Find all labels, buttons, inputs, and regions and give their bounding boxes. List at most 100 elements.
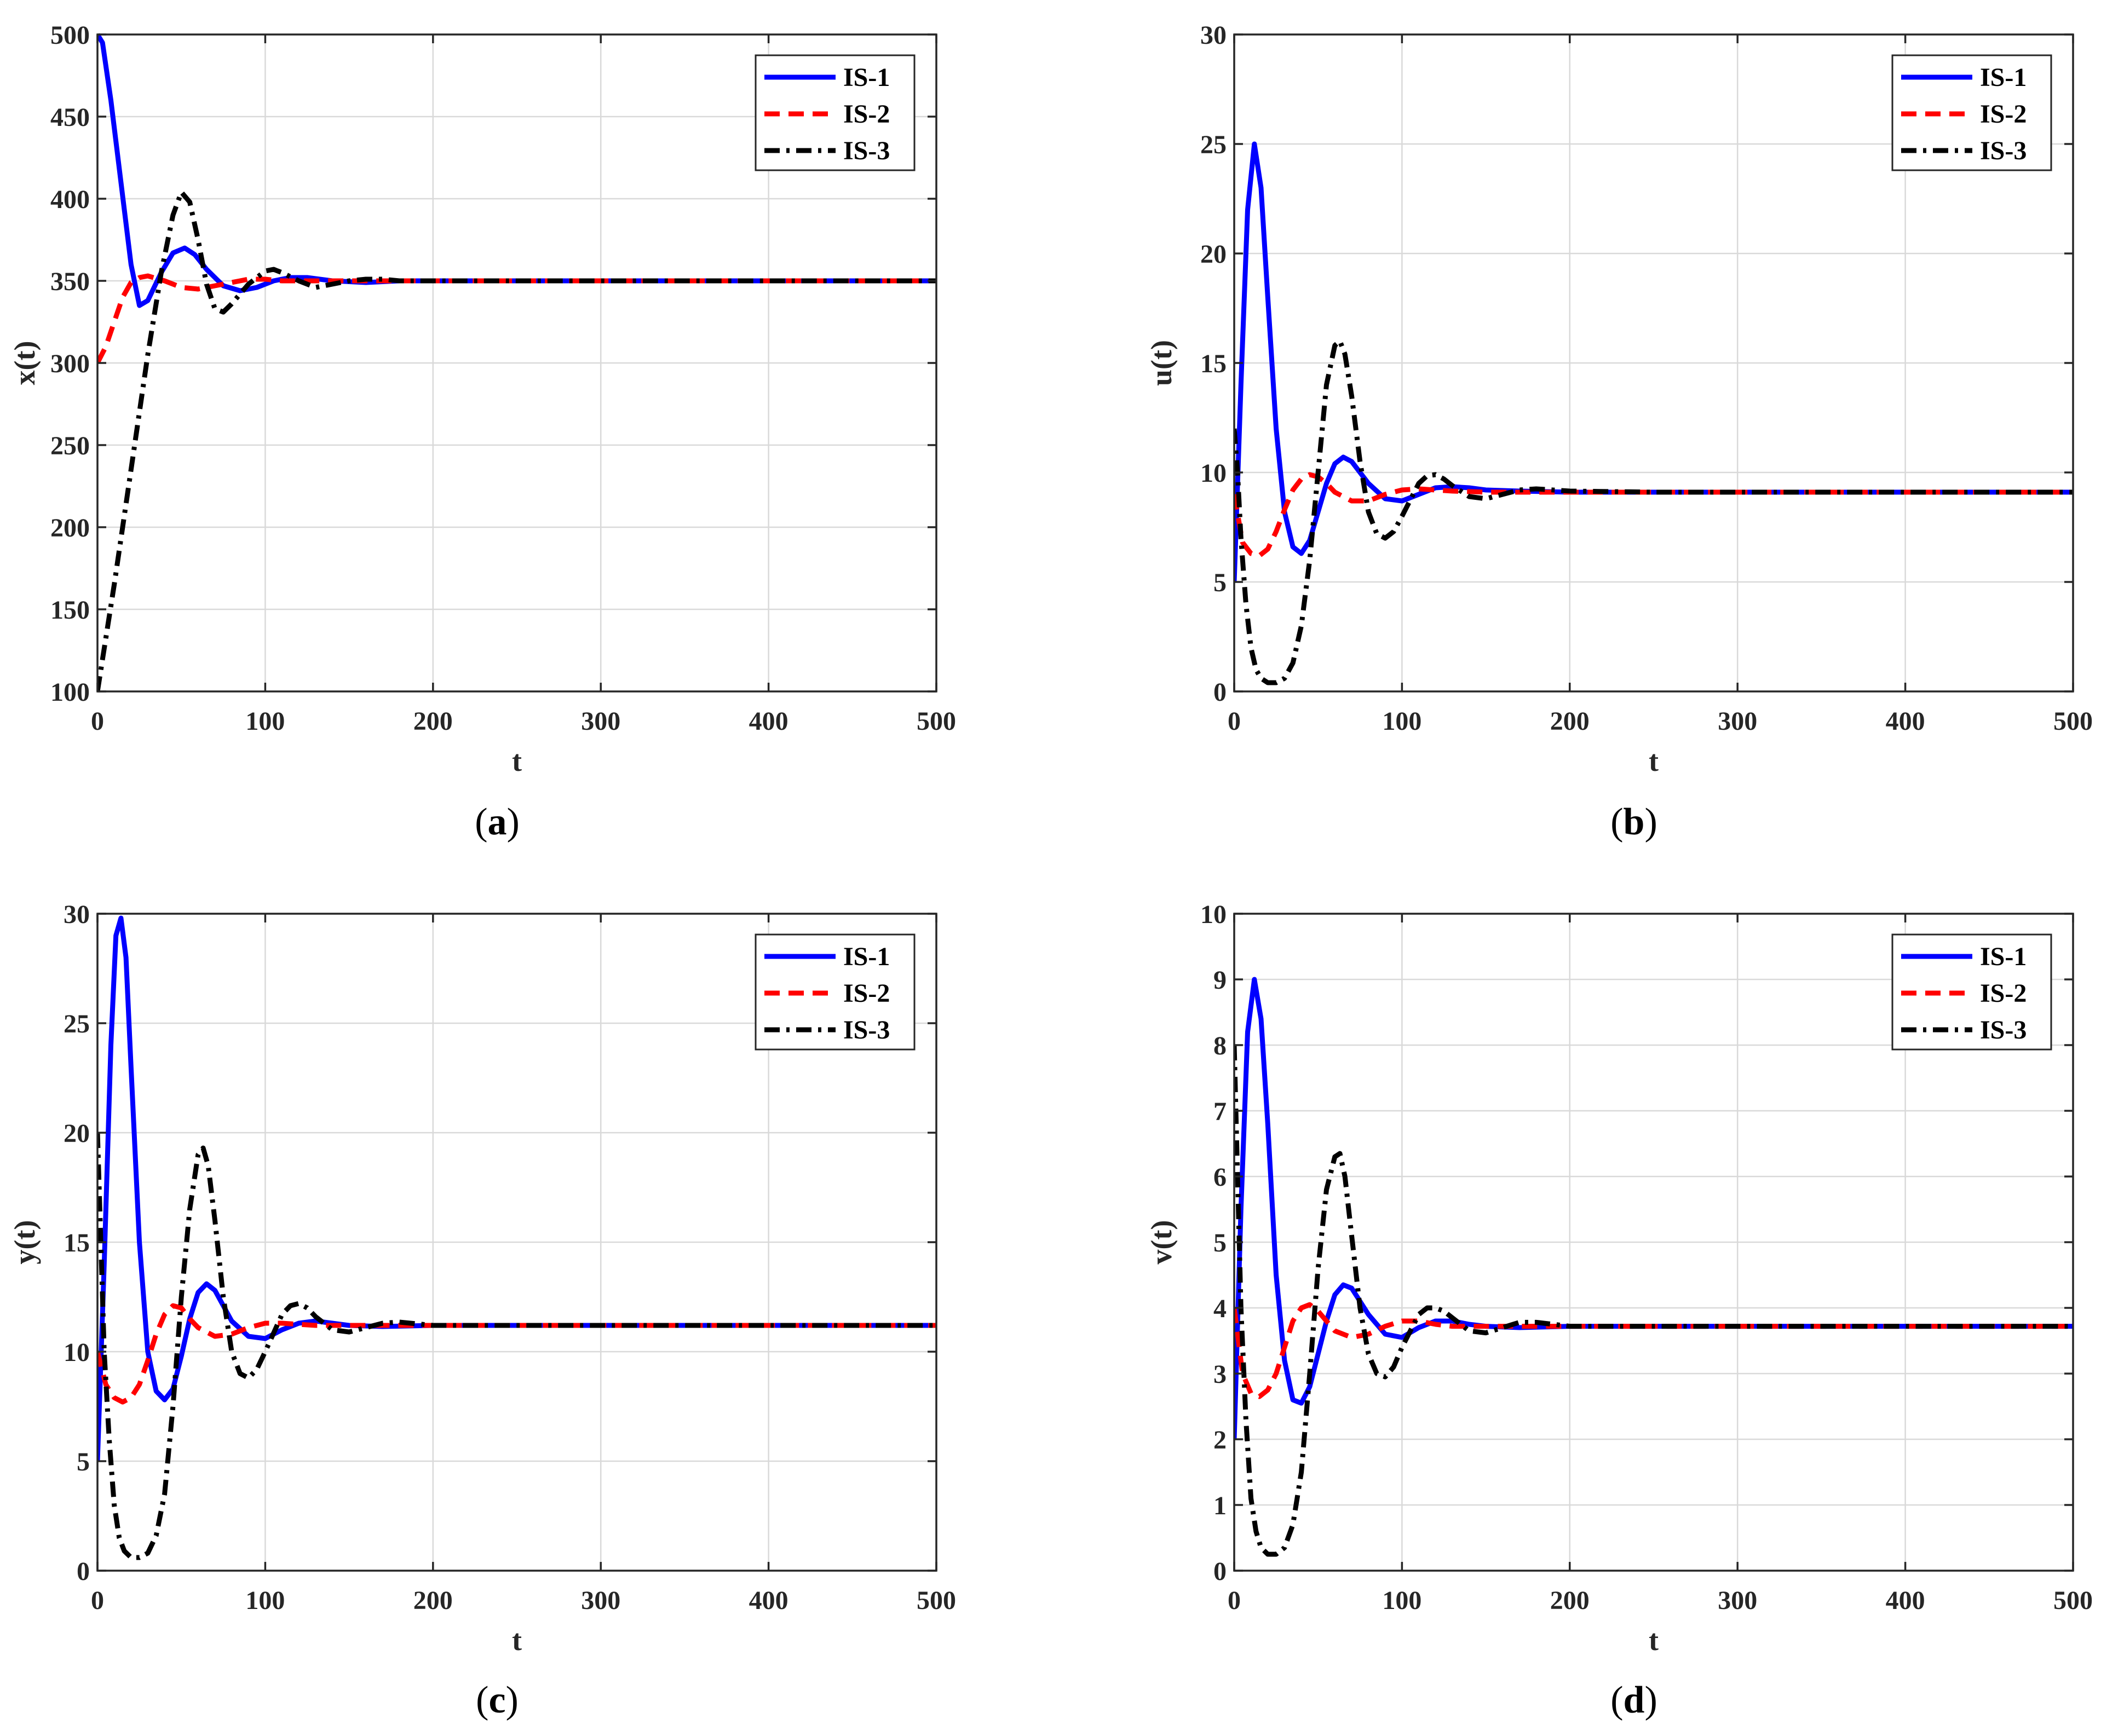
x-tick-label: 200 xyxy=(1550,707,1590,736)
y-axis-label: x(t) xyxy=(8,341,41,385)
panel-caption: (b) xyxy=(1610,801,1657,843)
panel-d: 0 100 200 300 400 500012345678910tv(t)IS-1IS-… xyxy=(1145,900,2093,1721)
x-tick-label: 200 xyxy=(413,707,453,736)
y-axis-label: v(t) xyxy=(1145,1220,1178,1265)
y-tick-label: 4 xyxy=(1213,1294,1227,1323)
x-tick-label: 500 xyxy=(917,707,956,736)
panel-c: 0 100 200 300 400 500051015202530ty(t)IS-1IS-… xyxy=(8,900,956,1721)
legend-label-is-1: IS-1 xyxy=(1980,942,2027,971)
x-tick-label: 300 xyxy=(581,1586,620,1615)
x-axis-label: t xyxy=(512,1624,522,1657)
series-line-is-2 xyxy=(1234,1302,2073,1399)
legend-label-is-2: IS-2 xyxy=(1980,100,2027,129)
y-tick-label: 300 xyxy=(50,349,90,378)
y-tick-label: 20 xyxy=(1200,240,1227,269)
x-axis-label: t xyxy=(1649,1624,1659,1657)
y-tick-label: 30 xyxy=(64,900,90,929)
series-line-is-3 xyxy=(97,189,936,692)
y-tick-label: 5 xyxy=(77,1447,90,1477)
legend-label-is-2: IS-2 xyxy=(843,100,890,129)
x-tick-label: 100 xyxy=(245,707,285,736)
x-tick-label: 300 xyxy=(1718,1586,1757,1615)
x-tick-label: 0 xyxy=(91,1586,104,1615)
x-tick-label: 500 xyxy=(2053,1586,2093,1615)
x-tick-label: 0 xyxy=(1228,1586,1241,1615)
x-tick-label: 400 xyxy=(1886,1586,1925,1615)
legend-label-is-3: IS-3 xyxy=(1980,136,2027,165)
y-tick-label: 3 xyxy=(1213,1360,1227,1389)
legend-box xyxy=(1891,933,2052,1051)
y-axis-label: y(t) xyxy=(8,1220,41,1265)
y-tick-label: 350 xyxy=(50,267,90,296)
legend: IS-1 IS-2 IS-3 xyxy=(755,54,916,171)
series-line-is-2 xyxy=(1234,472,2073,558)
x-tick-label: 100 xyxy=(1382,1586,1421,1615)
x-tick-label: 0 xyxy=(91,707,104,736)
y-tick-label: 250 xyxy=(50,431,90,460)
legend-label-is-3: IS-3 xyxy=(1980,1016,2027,1045)
panel-caption: (a) xyxy=(475,801,520,843)
y-tick-label: 9 xyxy=(1213,966,1227,995)
x-tick-label: 200 xyxy=(1550,1586,1590,1615)
x-axis-label: t xyxy=(512,745,522,777)
y-tick-label: 5 xyxy=(1213,568,1227,597)
y-tick-label: 15 xyxy=(64,1229,90,1258)
series-line-is-3 xyxy=(1234,1045,2073,1557)
y-axis-label: u(t) xyxy=(1145,340,1178,386)
x-axis-label: t xyxy=(1649,745,1659,777)
y-tick-label: 200 xyxy=(50,514,90,543)
y-tick-label: 10 xyxy=(1200,900,1227,929)
y-tick-label: 30 xyxy=(1200,21,1227,50)
y-tick-label: 10 xyxy=(64,1338,90,1367)
legend-label-is-1: IS-1 xyxy=(843,942,890,971)
panel-a: 0 100 200 300 400 500100150200250300350400450… xyxy=(8,21,956,843)
x-tick-label: 400 xyxy=(749,1586,788,1615)
x-tick-label: 0 xyxy=(1228,707,1241,736)
y-tick-label: 500 xyxy=(50,21,90,50)
y-tick-label: 2 xyxy=(1213,1426,1227,1455)
y-tick-label: 0 xyxy=(1213,1557,1227,1586)
y-tick-label: 0 xyxy=(1213,678,1227,707)
x-tick-label: 400 xyxy=(1886,707,1925,736)
y-tick-label: 7 xyxy=(1213,1097,1227,1126)
series-line-is-3 xyxy=(97,1132,936,1560)
panel-b: 0 100 200 300 400 500051015202530tu(t)IS-1IS-… xyxy=(1145,21,2093,843)
x-tick-label: 400 xyxy=(749,707,788,736)
series-line-is-1 xyxy=(1234,141,2073,582)
x-tick-label: 500 xyxy=(917,1586,956,1615)
legend-label-is-2: IS-2 xyxy=(843,979,890,1008)
x-tick-label: 300 xyxy=(581,707,620,736)
y-tick-label: 25 xyxy=(1200,130,1227,159)
y-tick-label: 5 xyxy=(1213,1229,1227,1258)
panel-caption: (d) xyxy=(1610,1679,1657,1721)
y-tick-label: 15 xyxy=(1200,349,1227,378)
y-tick-label: 8 xyxy=(1213,1031,1227,1060)
legend: IS-1 IS-2 IS-3 xyxy=(755,933,916,1051)
legend-label-is-1: IS-1 xyxy=(843,63,890,92)
y-tick-label: 20 xyxy=(64,1119,90,1148)
series-line-is-1 xyxy=(97,33,936,308)
x-tick-label: 300 xyxy=(1718,707,1757,736)
y-tick-label: 10 xyxy=(1200,459,1227,488)
series-line-is-3 xyxy=(1234,338,2073,685)
y-tick-label: 6 xyxy=(1213,1163,1227,1192)
y-tick-label: 25 xyxy=(64,1010,90,1039)
x-tick-label: 100 xyxy=(1382,707,1421,736)
panel-caption: (c) xyxy=(476,1679,519,1721)
legend-label-is-3: IS-3 xyxy=(843,1016,890,1045)
y-tick-label: 0 xyxy=(77,1557,90,1586)
legend: IS-1 IS-2 IS-3 xyxy=(1891,54,2052,171)
x-tick-label: 200 xyxy=(413,1586,453,1615)
y-tick-label: 150 xyxy=(50,596,90,625)
legend-label-is-2: IS-2 xyxy=(1980,979,2027,1008)
y-tick-label: 100 xyxy=(50,678,90,707)
legend: IS-1 IS-2 IS-3 xyxy=(1891,933,2052,1051)
y-tick-label: 450 xyxy=(50,103,90,132)
legend-label-is-1: IS-1 xyxy=(1980,63,2027,92)
x-tick-label: 500 xyxy=(2053,707,2093,736)
y-tick-label: 400 xyxy=(50,185,90,214)
y-tick-label: 1 xyxy=(1213,1491,1227,1520)
x-tick-label: 100 xyxy=(245,1586,285,1615)
series-line-is-2 xyxy=(97,1303,936,1405)
